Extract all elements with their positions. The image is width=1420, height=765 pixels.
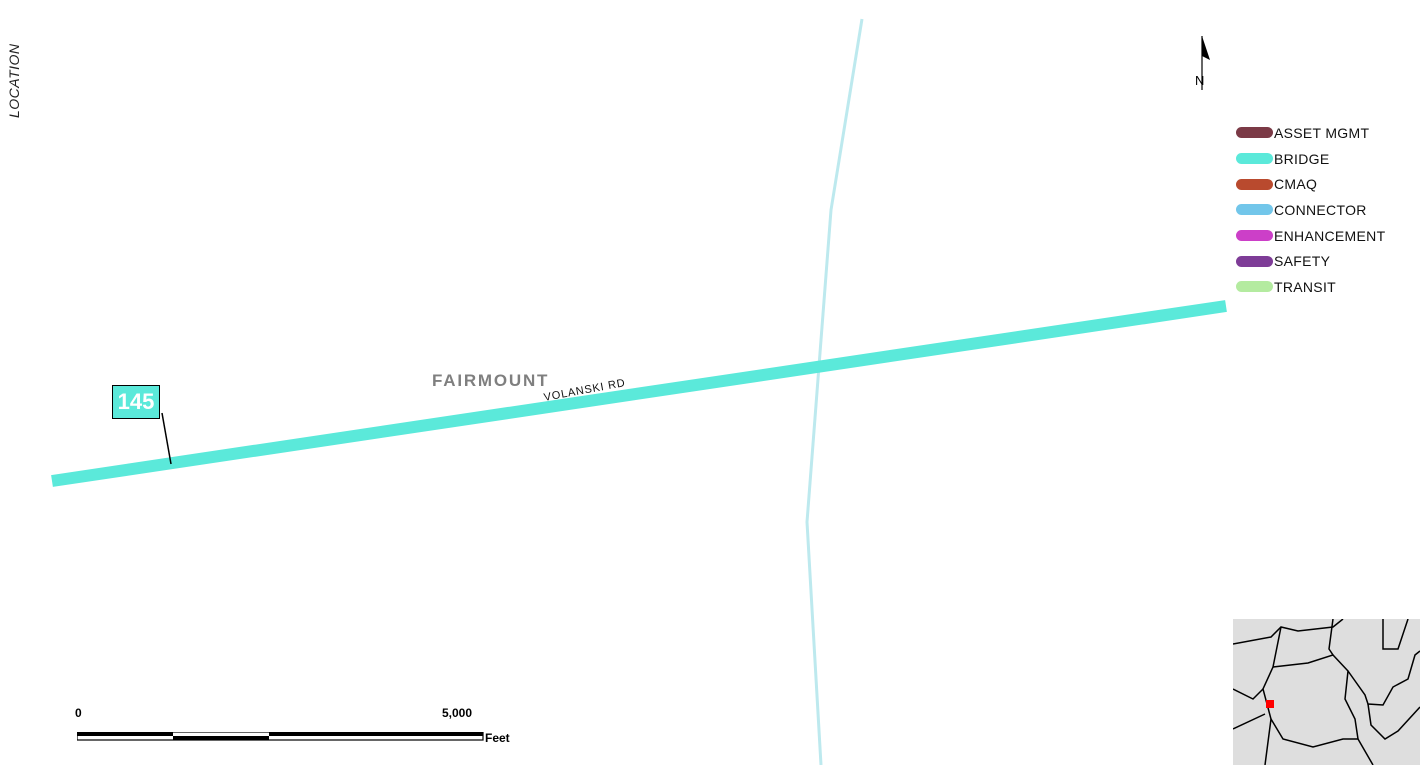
legend-label: SAFETY — [1274, 253, 1331, 270]
legend-label: ASSET MGMT — [1274, 124, 1370, 141]
legend-label: ENHANCEMENT — [1274, 227, 1386, 244]
legend-item-asset-mgmt: ASSET MGMT — [1236, 120, 1385, 146]
legend-item-bridge: BRIDGE — [1236, 146, 1385, 172]
legend-swatch — [1236, 230, 1273, 242]
legend-swatch — [1236, 127, 1273, 139]
scale-bar — [77, 732, 484, 741]
legend-label: TRANSIT — [1274, 278, 1336, 295]
scale-bar-unit-label: Feet — [485, 731, 510, 745]
scale-bar-max-label: 5,000 — [442, 706, 473, 720]
legend-swatch — [1236, 281, 1273, 293]
legend-swatch — [1236, 153, 1273, 165]
project-road-volanski-rd[interactable] — [51, 300, 1227, 487]
inset-location-marker — [1266, 700, 1274, 708]
legend-label: CMAQ — [1274, 176, 1318, 193]
legend-item-cmaq: CMAQ — [1236, 171, 1385, 197]
legend: ASSET MGMT BRIDGE CMAQ CONNECTOR ENHANCE… — [1236, 120, 1385, 300]
project-id-label[interactable]: 145 — [112, 385, 160, 419]
legend-swatch — [1236, 255, 1273, 267]
legend-label: CONNECTOR — [1274, 201, 1367, 218]
legend-item-transit: TRANSIT — [1236, 274, 1385, 300]
legend-swatch — [1236, 204, 1273, 216]
legend-label: BRIDGE — [1274, 150, 1330, 167]
project-label-leader — [161, 412, 172, 465]
legend-item-safety: SAFETY — [1236, 248, 1385, 274]
scale-bar-zero-label: 0 — [75, 706, 82, 720]
cross-road — [805, 18, 864, 765]
place-label-fairmount: FAIRMOUNT — [432, 371, 550, 390]
side-label-location: LOCATION — [6, 43, 22, 118]
legend-swatch — [1236, 178, 1273, 190]
north-arrow-icon — [1201, 36, 1210, 90]
legend-item-connector: CONNECTOR — [1236, 197, 1385, 223]
north-arrow-letter: N — [1195, 73, 1205, 88]
legend-item-enhancement: ENHANCEMENT — [1236, 223, 1385, 249]
locator-inset-map — [1233, 619, 1420, 765]
